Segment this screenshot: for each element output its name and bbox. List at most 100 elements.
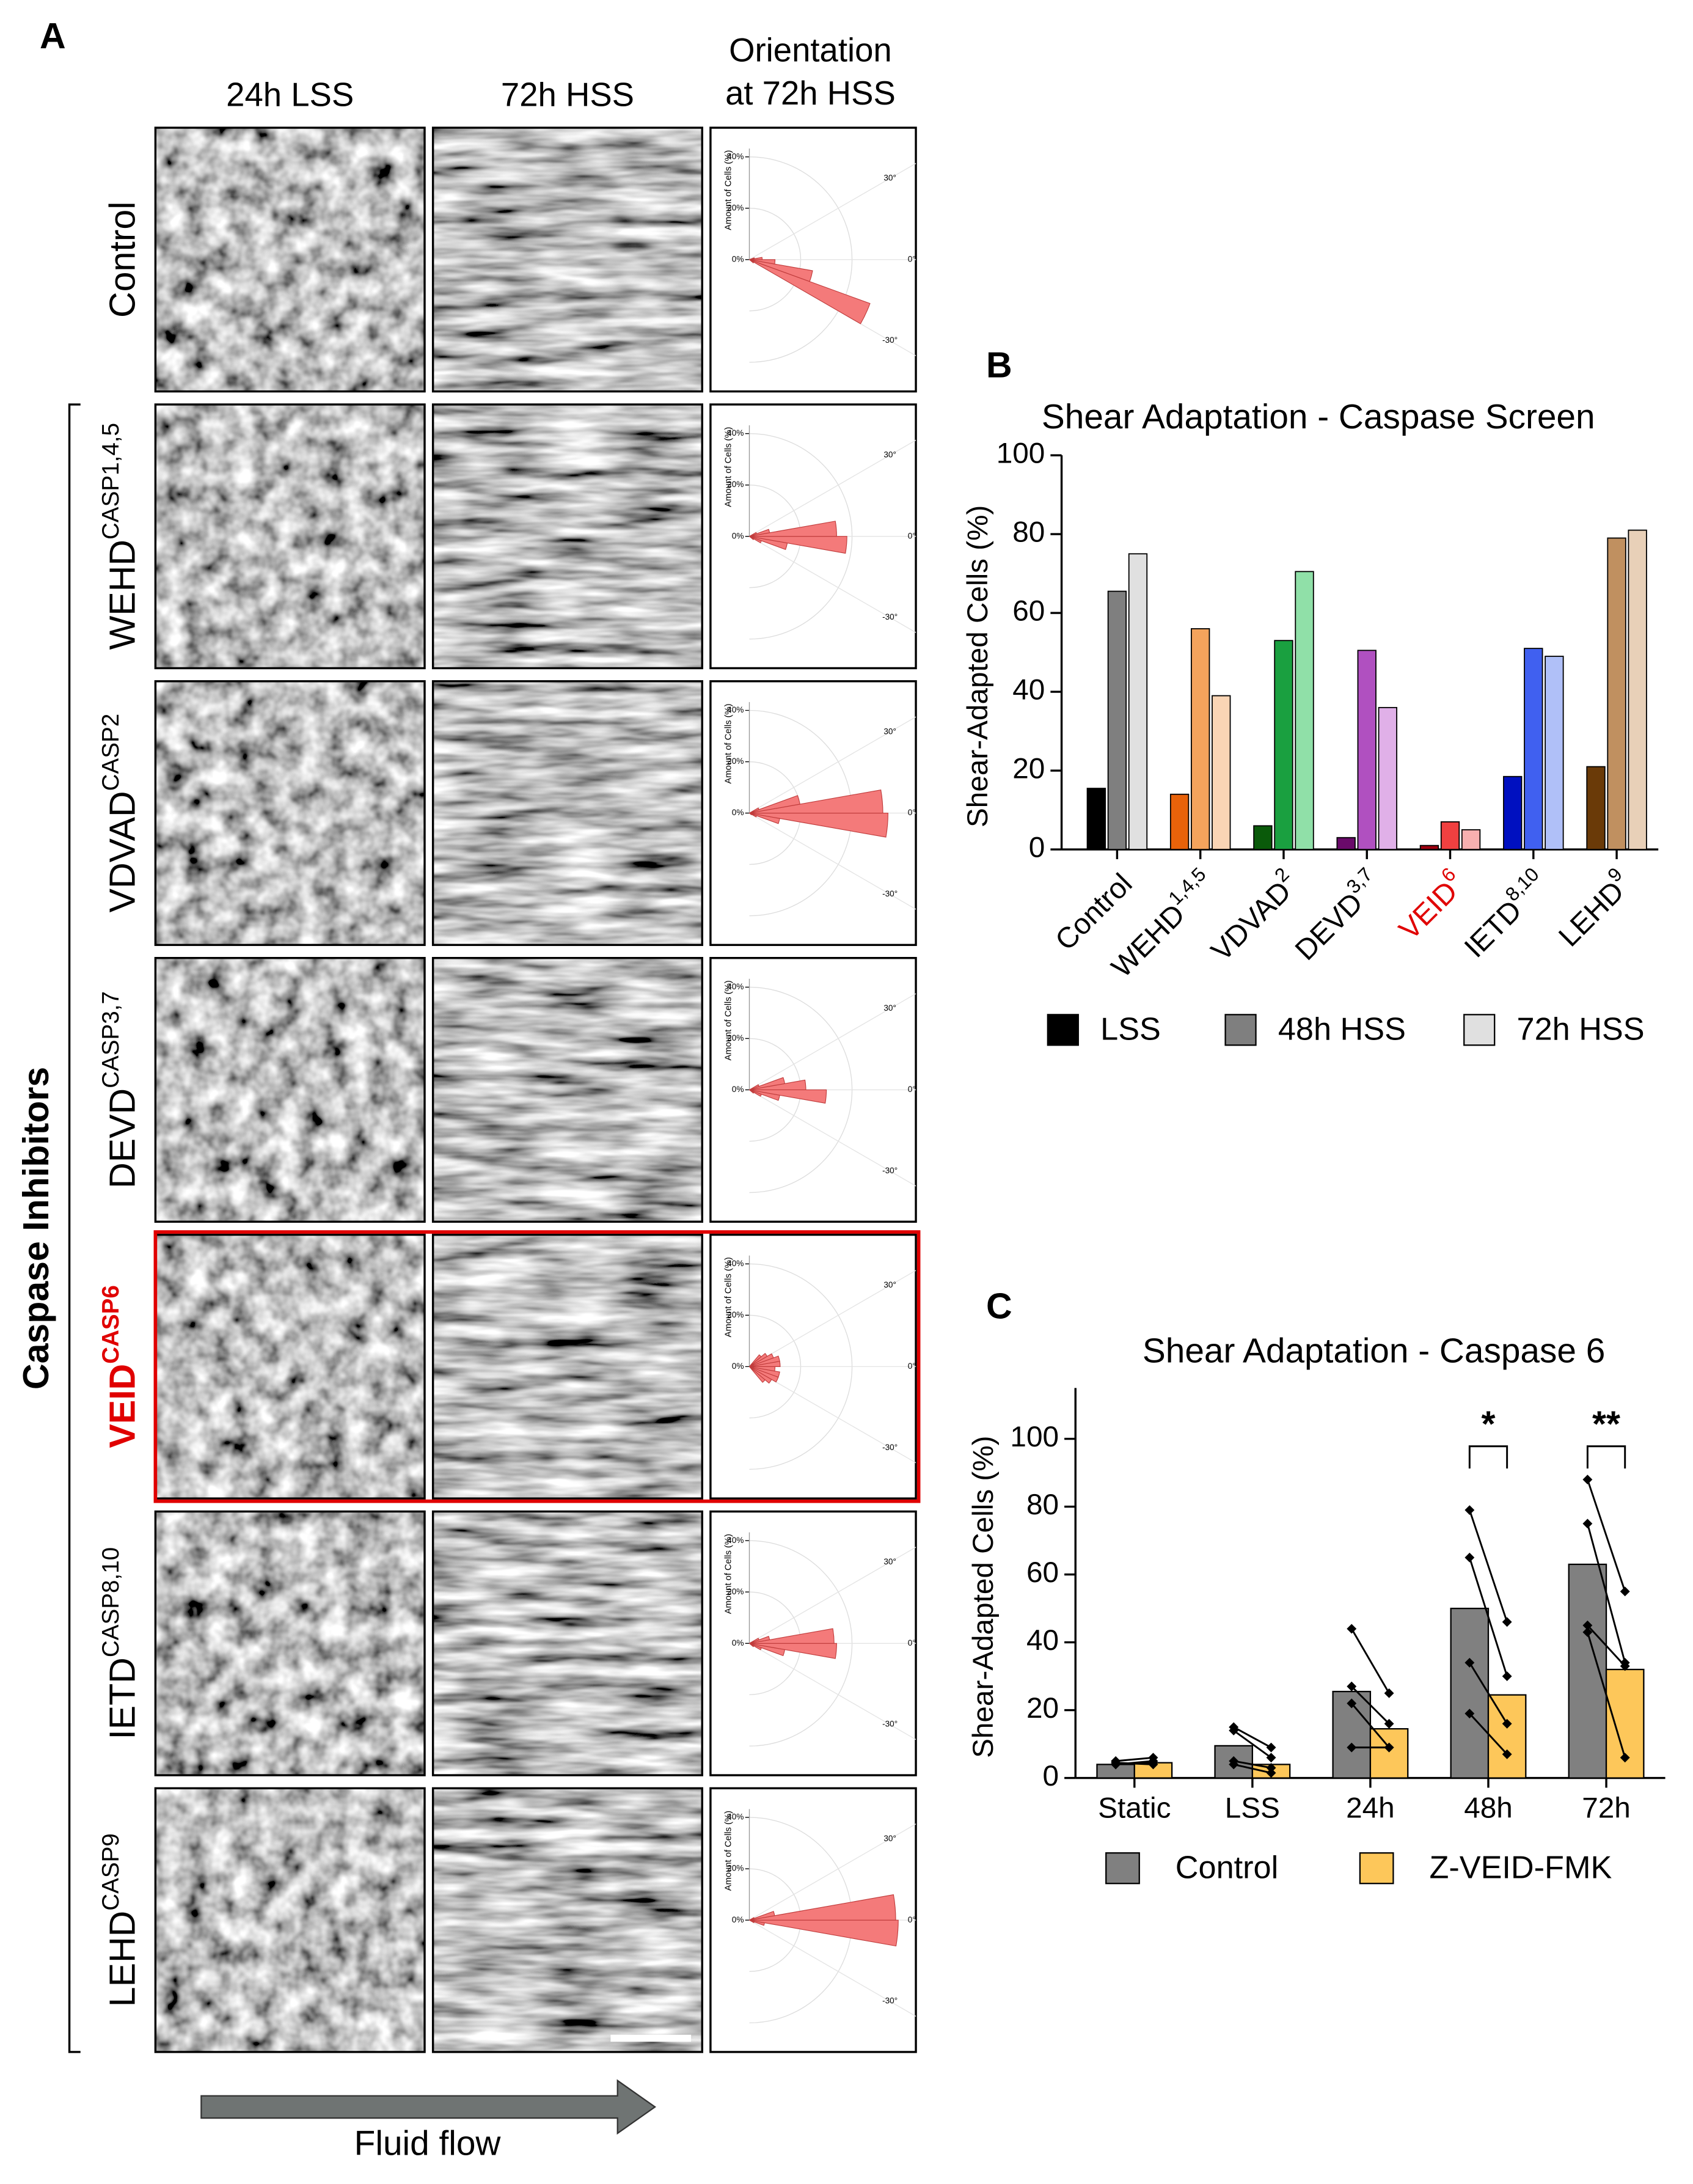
flow-label: Fluid flow [354, 2124, 502, 2163]
polar-plot: 0% 20% 40% 30° 0° -30° Amount of Cells (%) [723, 1255, 916, 1470]
polar-tick-label: 40% [727, 982, 744, 991]
micrograph [155, 128, 425, 392]
x-tick-label: LEHD9 [1548, 863, 1638, 953]
chart-title: Shear Adaptation - Caspase 6 [1143, 1332, 1605, 1371]
polar-angle-label: 0° [908, 808, 916, 817]
y-tick-label: 60 [1026, 1556, 1059, 1589]
x-tick-label: VEID6 [1389, 863, 1471, 946]
bar [1369, 1728, 1409, 1779]
micrograph [155, 404, 425, 669]
rose-petal [749, 1628, 835, 1644]
bar [1357, 650, 1377, 850]
polar-spoke [749, 1089, 916, 1187]
row-label: LEHDCASP9 [98, 1833, 142, 2007]
rose-petal [749, 536, 847, 554]
bar [1419, 845, 1439, 850]
legend-swatch [1047, 1014, 1079, 1046]
row-label: IETDCASP8,10 [98, 1547, 142, 1740]
polar-tick-label: 0% [732, 1915, 744, 1924]
polar-tick-label: 0% [732, 808, 744, 817]
pair-line [1586, 1632, 1626, 1758]
polar-axis-label: Amount of Cells (%) [723, 703, 733, 783]
row-label: VEIDCASP6 [98, 1285, 142, 1448]
y-tick-label: 0 [1029, 832, 1045, 864]
y-tick-label: 20 [1026, 1692, 1059, 1724]
row-name: VEID [102, 1364, 142, 1448]
polar-plot: 0% 20% 40% 30° 0° -30° Amount of Cells (%) [723, 978, 916, 1193]
polar-angle-label: 30° [883, 450, 896, 459]
row-superscript: CASP3,7 [98, 991, 124, 1088]
replicate-point [1464, 1657, 1475, 1668]
pair-line [1586, 1523, 1626, 1663]
replicate-point [1464, 1709, 1475, 1719]
polar-angle-label: 0° [908, 1085, 916, 1094]
bar [1440, 821, 1460, 850]
rose-petal [749, 257, 755, 260]
replicate-point [1502, 1617, 1512, 1627]
polar-tick-label: 40% [727, 705, 744, 714]
legend-label: LSS [1100, 1011, 1161, 1047]
replicate-point [1384, 1688, 1394, 1698]
micrograph [433, 1788, 703, 2052]
polar-axis-label: Amount of Cells (%) [723, 1534, 733, 1614]
pair-line [1233, 1760, 1271, 1769]
micrograph-frame [431, 1233, 703, 1500]
polar-tick-label: 20% [727, 1310, 744, 1319]
polar-tick-label: 0% [732, 531, 744, 540]
legend-label: 48h HSS [1278, 1011, 1406, 1047]
pair-line [1233, 1726, 1272, 1748]
polar-plot: 0% 20% 40% 30° 0° -30° Amount of Cells (%) [723, 1532, 916, 1747]
micrograph-frame [431, 1787, 703, 2053]
bar [1607, 537, 1626, 850]
pair-line [1351, 1702, 1390, 1748]
pair-line [1350, 1628, 1390, 1694]
replicate-point [1266, 1768, 1276, 1778]
row-name: LEHD [102, 1911, 142, 2007]
polar-tick-label: 40% [727, 1536, 744, 1545]
polar-axis-label: Amount of Cells (%) [723, 150, 733, 230]
replicate-point [1148, 1753, 1158, 1763]
pair-line [1351, 1685, 1390, 1724]
rose-petal [749, 259, 813, 282]
rose-petal [749, 1089, 827, 1104]
polar-angle-label: -30° [882, 1996, 898, 2006]
bar [1253, 825, 1273, 850]
replicate-point [1384, 1742, 1394, 1753]
legend-label: 72h HSS [1517, 1011, 1645, 1047]
micrograph-frame [431, 403, 703, 670]
rose-petal [749, 259, 871, 324]
bar [1524, 648, 1543, 850]
bar [1169, 793, 1190, 850]
replicate-point [1620, 1586, 1630, 1597]
replicate-point [1582, 1475, 1593, 1485]
significance-bracket [1586, 1445, 1626, 1469]
pair-line [1469, 1662, 1508, 1724]
bar [1586, 766, 1606, 850]
row-superscript: CASP1,4,5 [98, 423, 124, 540]
rose-petal [749, 813, 888, 838]
bar [1628, 529, 1647, 850]
bar [1086, 788, 1106, 850]
legend-swatch [1105, 1852, 1140, 1885]
rose-petal [749, 521, 837, 537]
y-tick-label: 100 [996, 438, 1045, 470]
polar-angle-label: 30° [883, 174, 896, 183]
panel-label: C [986, 1286, 1012, 1326]
y-tick-label: 80 [1012, 516, 1045, 549]
polar-angle-label: 30° [883, 1557, 896, 1566]
rose-petal [749, 532, 758, 537]
bar [1568, 1563, 1607, 1779]
micrograph [433, 404, 703, 669]
polar-angle-label: -30° [882, 335, 898, 345]
rose-petal [749, 1084, 760, 1091]
polar-spoke [749, 1270, 916, 1367]
row-superscript: CASP2 [98, 714, 124, 791]
polar-spoke [749, 439, 916, 537]
micrograph [433, 1511, 703, 1776]
replicate-point [1620, 1661, 1630, 1671]
row-label: VDVADCASP2 [98, 714, 142, 913]
bar [1378, 706, 1397, 850]
polar-tick-label: 20% [727, 1033, 744, 1043]
polar-axis-label: Amount of Cells (%) [723, 1257, 733, 1337]
polar-spoke [749, 812, 916, 910]
